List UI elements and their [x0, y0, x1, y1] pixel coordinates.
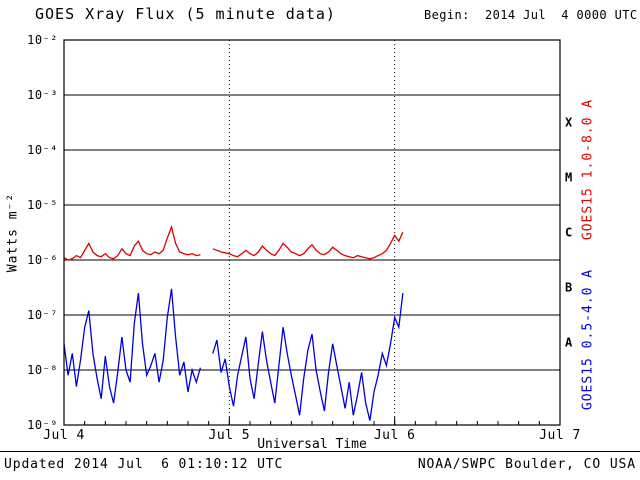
- y-tick-label: 10⁻⁹: [27, 418, 58, 432]
- x-tick-label: Jul 6: [374, 428, 416, 443]
- series-line-0: [63, 224, 404, 261]
- flare-class-label: B: [565, 281, 573, 295]
- credit-label: NOAA/SWPC Boulder, CO USA: [417, 457, 636, 472]
- y-tick-label: 10⁻³: [27, 88, 58, 102]
- flare-class-label: C: [565, 226, 573, 240]
- y-tick-label: 10⁻⁶: [27, 253, 58, 267]
- footer-divider: [0, 451, 640, 452]
- x-tick-label: Jul 7: [539, 428, 581, 443]
- plot-frame: [63, 39, 561, 426]
- flare-class-label: M: [565, 171, 573, 185]
- x-tick-label: Jul 5: [209, 428, 251, 443]
- y-axis-title: Watts m⁻²: [5, 192, 21, 273]
- x-tick-label: Jul 4: [43, 428, 85, 443]
- series-line-1: [63, 288, 404, 421]
- y-tick-label: 10⁻⁴: [27, 143, 58, 157]
- y-tick-label: 10⁻⁸: [27, 363, 58, 377]
- flare-class-label: X: [565, 116, 573, 130]
- y-tick-label: 10⁻⁵: [27, 198, 58, 212]
- chart-title: GOES Xray Flux (5 minute data): [35, 5, 336, 23]
- y-tick-label: 10⁻²: [27, 33, 58, 47]
- y-tick-label: 10⁻⁷: [27, 308, 58, 322]
- updated-timestamp: Updated 2014 Jul 6 01:10:12 UTC: [4, 457, 284, 472]
- series-label-short-wavelength: GOES15 0.5-4.0 A: [580, 268, 596, 411]
- flare-class-label: A: [565, 336, 573, 350]
- x-axis-title: Universal Time: [257, 437, 367, 452]
- begin-time-label: Begin: 2014 Jul 4 0000 UTC: [424, 8, 638, 22]
